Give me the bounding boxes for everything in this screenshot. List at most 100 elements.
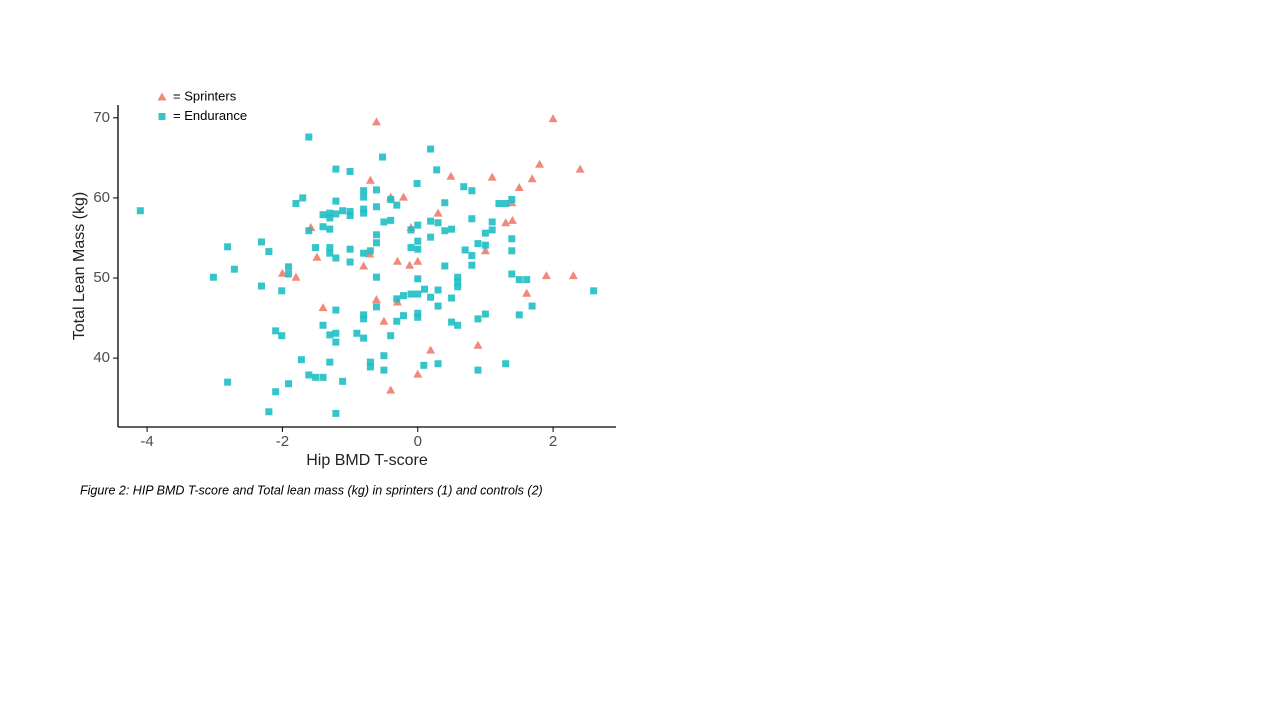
point xyxy=(332,254,340,262)
point xyxy=(468,252,476,260)
point xyxy=(224,243,232,251)
point xyxy=(346,212,354,220)
point xyxy=(426,345,436,354)
point xyxy=(305,133,313,141)
point xyxy=(360,311,368,319)
point xyxy=(371,117,381,126)
point xyxy=(346,167,354,175)
point xyxy=(473,340,483,349)
point xyxy=(332,338,340,346)
point xyxy=(372,203,380,211)
point xyxy=(427,293,435,301)
point xyxy=(508,235,516,243)
point xyxy=(319,223,327,231)
point xyxy=(326,209,334,217)
point xyxy=(427,233,435,241)
x-tick-label: -2 xyxy=(276,433,289,450)
point xyxy=(299,194,307,202)
point xyxy=(305,371,313,379)
point xyxy=(414,313,422,321)
point xyxy=(379,316,389,325)
point xyxy=(332,409,340,417)
point xyxy=(392,256,402,265)
point xyxy=(265,408,273,416)
point xyxy=(326,249,334,257)
point xyxy=(305,227,313,235)
point xyxy=(515,311,523,319)
point xyxy=(339,377,347,385)
x-tick-label: 2 xyxy=(549,433,557,450)
point xyxy=(393,317,401,325)
point xyxy=(414,290,422,298)
point xyxy=(292,200,300,208)
point xyxy=(339,207,347,215)
point xyxy=(474,315,482,323)
point xyxy=(312,244,320,252)
point xyxy=(400,312,408,320)
point xyxy=(448,294,456,302)
point xyxy=(291,272,301,281)
point xyxy=(420,361,428,369)
point xyxy=(380,366,388,374)
point xyxy=(501,218,511,227)
point xyxy=(387,196,395,204)
point xyxy=(372,303,380,311)
point xyxy=(433,208,443,217)
point xyxy=(387,216,395,224)
y-tick-label: 70 xyxy=(93,109,110,126)
point xyxy=(319,373,327,381)
point xyxy=(346,208,354,216)
point xyxy=(312,373,320,381)
point xyxy=(332,306,340,314)
point xyxy=(332,197,340,205)
point xyxy=(434,360,442,368)
point xyxy=(360,315,368,323)
point xyxy=(541,271,551,280)
point xyxy=(277,268,287,277)
legend-label: = Sprinters xyxy=(173,88,237,103)
y-tick-label: 50 xyxy=(93,269,110,286)
point xyxy=(495,200,503,208)
y-tick-label: 60 xyxy=(93,189,110,206)
point xyxy=(427,217,435,225)
point xyxy=(474,240,482,248)
point xyxy=(360,249,368,257)
point xyxy=(515,276,523,284)
point xyxy=(405,260,415,269)
point xyxy=(446,171,456,180)
point xyxy=(568,271,578,280)
point xyxy=(441,199,449,207)
point xyxy=(514,183,524,192)
point xyxy=(386,385,396,394)
point xyxy=(407,244,415,252)
legend-marker xyxy=(157,92,167,101)
point xyxy=(434,219,442,227)
point xyxy=(353,329,361,337)
point xyxy=(360,209,368,217)
point xyxy=(427,145,435,153)
point xyxy=(488,226,496,234)
point xyxy=(414,275,422,283)
point xyxy=(468,261,476,269)
point xyxy=(502,200,510,208)
point xyxy=(366,358,374,366)
point xyxy=(507,215,517,224)
point xyxy=(366,363,374,371)
point xyxy=(285,263,293,271)
point xyxy=(414,237,422,245)
point xyxy=(312,252,322,261)
point xyxy=(372,273,380,281)
point xyxy=(407,290,415,298)
point xyxy=(360,187,368,195)
point xyxy=(332,165,340,173)
point xyxy=(460,183,468,191)
point xyxy=(372,231,380,239)
point xyxy=(421,285,429,293)
point xyxy=(326,225,334,233)
point xyxy=(454,278,462,286)
point xyxy=(407,226,415,234)
point xyxy=(380,218,388,226)
point xyxy=(468,187,476,195)
point xyxy=(272,327,280,335)
